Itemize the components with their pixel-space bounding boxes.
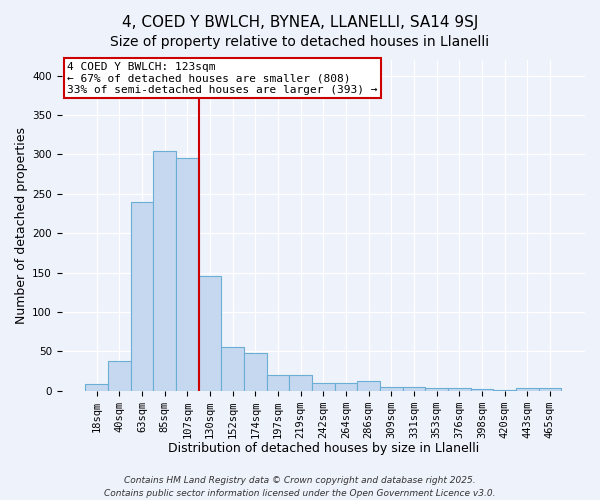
Text: Size of property relative to detached houses in Llanelli: Size of property relative to detached ho… (110, 35, 490, 49)
Bar (108, 360, 131, 390)
Bar (154, 150, 176, 390)
Bar (244, 353, 266, 391)
Bar (470, 389, 493, 390)
Bar (221, 348, 244, 391)
Bar (448, 388, 470, 390)
Bar (176, 158, 199, 390)
Bar (312, 382, 335, 390)
Bar (358, 381, 380, 390)
Bar (539, 388, 561, 390)
Text: 4, COED Y BWLCH, BYNEA, LLANELLI, SA14 9SJ: 4, COED Y BWLCH, BYNEA, LLANELLI, SA14 9… (122, 15, 478, 30)
Bar (266, 375, 289, 390)
Bar (380, 386, 403, 390)
Text: 4 COED Y BWLCH: 123sqm
← 67% of detached houses are smaller (808)
33% of semi-de: 4 COED Y BWLCH: 123sqm ← 67% of detached… (67, 62, 377, 95)
Bar (131, 202, 154, 390)
Bar (289, 375, 312, 390)
Bar (403, 388, 425, 390)
Text: Contains HM Land Registry data © Crown copyright and database right 2025.
Contai: Contains HM Land Registry data © Crown c… (104, 476, 496, 498)
Bar (85, 384, 108, 390)
Bar (199, 276, 221, 390)
X-axis label: Distribution of detached houses by size in Llanelli: Distribution of detached houses by size … (167, 442, 479, 455)
Bar (425, 388, 448, 390)
Bar (516, 388, 539, 390)
Y-axis label: Number of detached properties: Number of detached properties (15, 127, 28, 324)
Bar (335, 382, 358, 390)
